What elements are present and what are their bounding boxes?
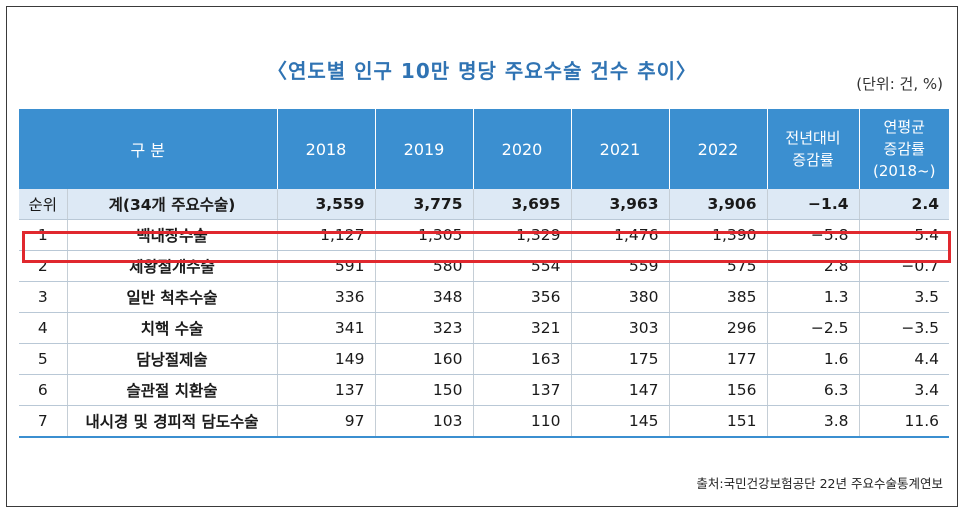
cell-2018: 137 — [277, 374, 376, 406]
table-row: 1 백내장수술 1,127 1,305 1,329 1,476 1,390 −5… — [19, 219, 949, 251]
cell-2019: 323 — [375, 312, 474, 344]
table-row: 5 담낭절제술 149 160 163 175 177 1.6 4.4 — [19, 343, 949, 375]
cell-rank: 3 — [19, 281, 68, 313]
cell-yoy: −2.5 — [767, 312, 860, 344]
cell-rank: 5 — [19, 343, 68, 375]
cell-name: 일반 척추수술 — [67, 281, 278, 313]
cell-2021: 303 — [571, 312, 670, 344]
cell-2021: 1,476 — [571, 219, 670, 251]
cell-2022: 575 — [669, 250, 768, 282]
cell-avg: 11.6 — [859, 405, 949, 438]
table-title: 〈연도별 인구 10만 명당 주요수술 건수 추이〉 — [266, 59, 697, 83]
cell-avg: 3.5 — [859, 281, 949, 313]
cell-2019: 1,305 — [375, 219, 474, 251]
table-row-total: 순위 계(34개 주요수술) 3,559 3,775 3,695 3,963 3… — [19, 189, 949, 220]
cell-2021: 559 — [571, 250, 670, 282]
cell-2022: 177 — [669, 343, 768, 375]
cell-2019: 150 — [375, 374, 474, 406]
cell-rank: 7 — [19, 405, 68, 438]
cell-yoy: 3.8 — [767, 405, 860, 438]
header-yoy-change: 전년대비 증감률 — [767, 109, 860, 189]
cell-2020: 1,329 — [473, 219, 572, 251]
cell-2022: 385 — [669, 281, 768, 313]
table-row: 2 제왕절개수술 591 580 554 559 575 2.8 −0.7 — [19, 250, 949, 282]
cell-2019: 348 — [375, 281, 474, 313]
document-frame: 〈연도별 인구 10만 명당 주요수술 건수 추이〉 (단위: 건, %) 구 … — [6, 6, 958, 507]
cell-2021: 3,963 — [571, 189, 670, 220]
cell-2022: 151 — [669, 405, 768, 438]
header-2020: 2020 — [473, 109, 572, 189]
cell-2020: 3,695 — [473, 189, 572, 220]
header-row: 구 분 2018 2019 2020 2021 2022 전년대비 증감률 연평균… — [19, 109, 949, 189]
table-row: 6 슬관절 치환술 137 150 137 147 156 6.3 3.4 — [19, 374, 949, 406]
header-2021: 2021 — [571, 109, 670, 189]
cell-name: 슬관절 치환술 — [67, 374, 278, 406]
cell-avg: 4.4 — [859, 343, 949, 375]
cell-2022: 3,906 — [669, 189, 768, 220]
cell-2018: 336 — [277, 281, 376, 313]
cell-name: 계(34개 주요수술) — [67, 189, 278, 220]
cell-name: 담낭절제술 — [67, 343, 278, 375]
cell-avg: −0.7 — [859, 250, 949, 282]
cell-2019: 3,775 — [375, 189, 474, 220]
cell-2020: 137 — [473, 374, 572, 406]
cell-2019: 160 — [375, 343, 474, 375]
cell-2020: 321 — [473, 312, 572, 344]
header-2018: 2018 — [277, 109, 376, 189]
cell-name: 제왕절개수술 — [67, 250, 278, 282]
cell-2021: 175 — [571, 343, 670, 375]
cell-2022: 156 — [669, 374, 768, 406]
cell-rank: 2 — [19, 250, 68, 282]
cell-avg: 3.4 — [859, 374, 949, 406]
cell-yoy: 2.8 — [767, 250, 860, 282]
cell-2022: 296 — [669, 312, 768, 344]
cell-2018: 149 — [277, 343, 376, 375]
table-row: 4 치핵 수술 341 323 321 303 296 −2.5 −3.5 — [19, 312, 949, 344]
cell-avg: −3.5 — [859, 312, 949, 344]
header-2022: 2022 — [669, 109, 768, 189]
table-row: 3 일반 척추수술 336 348 356 380 385 1.3 3.5 — [19, 281, 949, 313]
cell-name: 내시경 및 경피적 담도수술 — [67, 405, 278, 438]
cell-name: 백내장수술 — [67, 219, 278, 251]
source-note: 출처:국민건강보험공단 22년 주요수술통계연보 — [696, 476, 943, 491]
cell-rank: 1 — [19, 219, 68, 251]
cell-2020: 163 — [473, 343, 572, 375]
cell-rank: 순위 — [19, 189, 68, 220]
cell-yoy: 1.6 — [767, 343, 860, 375]
cell-name: 치핵 수술 — [67, 312, 278, 344]
cell-rank: 4 — [19, 312, 68, 344]
header-annual-avg-change: 연평균 증감률 (2018~) — [859, 109, 949, 189]
unit-label: (단위: 건, %) — [856, 75, 943, 93]
cell-2022: 1,390 — [669, 219, 768, 251]
cell-2020: 356 — [473, 281, 572, 313]
cell-2018: 591 — [277, 250, 376, 282]
cell-2019: 103 — [375, 405, 474, 438]
cell-2020: 554 — [473, 250, 572, 282]
cell-avg: 5.4 — [859, 219, 949, 251]
cell-rank: 6 — [19, 374, 68, 406]
cell-2018: 3,559 — [277, 189, 376, 220]
header-2019: 2019 — [375, 109, 474, 189]
cell-2018: 341 — [277, 312, 376, 344]
cell-2021: 145 — [571, 405, 670, 438]
cell-yoy: −1.4 — [767, 189, 860, 220]
surgery-stats-table: 구 분 2018 2019 2020 2021 2022 전년대비 증감률 연평균… — [19, 109, 949, 438]
cell-yoy: 1.3 — [767, 281, 860, 313]
table-row: 7 내시경 및 경피적 담도수술 97 103 110 145 151 3.8 … — [19, 405, 949, 438]
cell-avg: 2.4 — [859, 189, 949, 220]
cell-2019: 580 — [375, 250, 474, 282]
header-category: 구 분 — [19, 109, 278, 189]
cell-2020: 110 — [473, 405, 572, 438]
cell-2018: 1,127 — [277, 219, 376, 251]
cell-2018: 97 — [277, 405, 376, 438]
cell-yoy: −5.8 — [767, 219, 860, 251]
cell-yoy: 6.3 — [767, 374, 860, 406]
cell-2021: 380 — [571, 281, 670, 313]
cell-2021: 147 — [571, 374, 670, 406]
